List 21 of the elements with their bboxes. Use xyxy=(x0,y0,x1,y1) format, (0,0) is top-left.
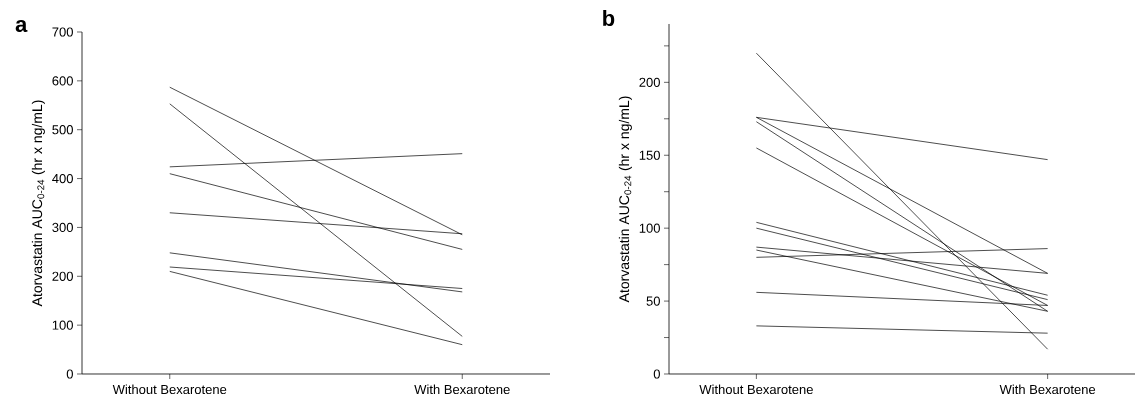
y-axis-title: Atorvastatin AUC$_{0-24}$ (hr x ng/mL) xyxy=(618,96,632,303)
y-tick-label: 200 xyxy=(639,77,660,87)
y-tick-label: 100 xyxy=(52,320,73,330)
y-tick-label: 100 xyxy=(639,223,660,233)
y-tick-label: 150 xyxy=(639,150,660,160)
y-tick-label: 0 xyxy=(66,369,73,379)
y-tick-label: 600 xyxy=(52,76,73,86)
y-axis-title: Atorvastatin AUC$_{0-24}$ (hr x ng/mL) xyxy=(31,100,45,307)
x-tick-label: With Bexarotene xyxy=(414,384,510,395)
y-tick-label: 700 xyxy=(52,27,73,37)
x-tick-label: With Bexarotene xyxy=(999,384,1096,395)
y-tick-label: 0 xyxy=(653,369,660,379)
y-tick-label: 500 xyxy=(52,125,73,135)
x-tick-label: Without Bexarotene xyxy=(699,384,813,395)
chart-title: b xyxy=(603,9,615,27)
y-tick-label: 200 xyxy=(52,271,73,281)
y-tick-label: 400 xyxy=(52,173,73,184)
y-tick-label: 50 xyxy=(646,296,660,306)
x-tick-label: Without Bexarotene xyxy=(112,384,227,395)
chart-title: a xyxy=(15,19,28,33)
y-tick-label: 300 xyxy=(52,222,73,233)
